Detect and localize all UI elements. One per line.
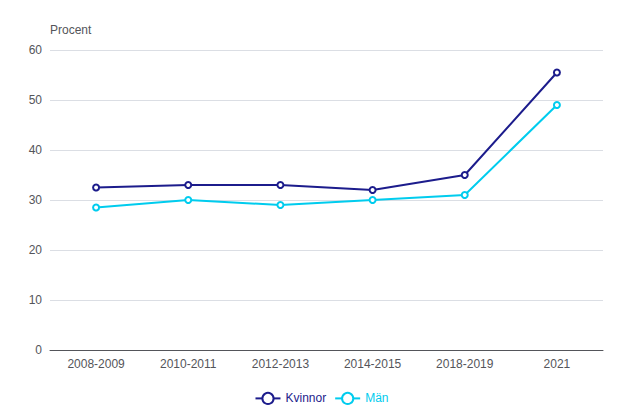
svg-text:40: 40 bbox=[29, 143, 43, 157]
svg-text:2018-2019: 2018-2019 bbox=[436, 357, 494, 371]
svg-text:2021: 2021 bbox=[544, 357, 571, 371]
svg-text:Män: Män bbox=[365, 391, 388, 405]
svg-text:10: 10 bbox=[29, 293, 43, 307]
svg-text:50: 50 bbox=[29, 93, 43, 107]
svg-text:Kvinnor: Kvinnor bbox=[285, 391, 326, 405]
svg-text:2012-2013: 2012-2013 bbox=[252, 357, 310, 371]
svg-text:30: 30 bbox=[29, 193, 43, 207]
svg-text:0: 0 bbox=[35, 343, 42, 357]
svg-text:20: 20 bbox=[29, 243, 43, 257]
svg-text:60: 60 bbox=[29, 43, 43, 57]
svg-text:2010-2011: 2010-2011 bbox=[160, 357, 217, 371]
svg-text:2008-2009: 2008-2009 bbox=[67, 357, 125, 371]
svg-text:Procent: Procent bbox=[50, 23, 92, 37]
svg-text:2014-2015: 2014-2015 bbox=[344, 357, 402, 371]
